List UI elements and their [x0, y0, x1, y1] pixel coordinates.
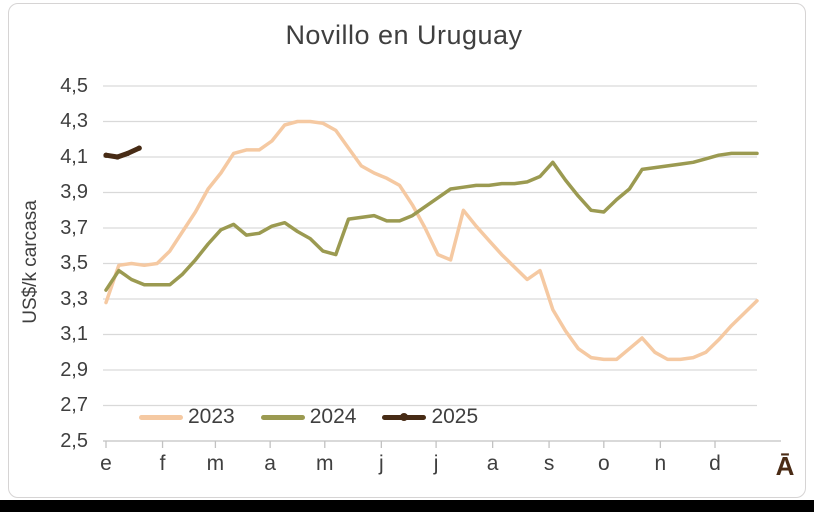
x-axis-tick-label: e — [100, 452, 112, 475]
y-axis-tick-label: 2,5 — [60, 429, 88, 452]
series-marker-2025 — [125, 150, 131, 157]
series-line-2024 — [104, 151, 759, 292]
legend-swatch-2024 — [260, 414, 305, 420]
y-axis-tick-label: 3,7 — [60, 216, 88, 239]
y-axis-tick-label: 3,5 — [60, 252, 88, 274]
axis-end-label: Ā — [775, 451, 795, 481]
bottom-black-bar — [0, 500, 814, 512]
legend-item-2023: 2023 — [139, 405, 235, 429]
legend-label-2025: 2025 — [431, 405, 479, 428]
x-axis-tick-label: j — [433, 452, 439, 475]
y-axis-tick-label: 3,9 — [60, 181, 88, 203]
series-line-2023 — [104, 119, 759, 362]
x-axis-tick-label: a — [264, 452, 276, 475]
y-axis-tick-label: 4,5 — [60, 74, 88, 97]
series-marker-2025 — [103, 152, 109, 158]
legend-swatch-2025 — [382, 413, 427, 421]
x-axis-tick-label: s — [543, 452, 555, 475]
x-axis-tick-label: f — [159, 452, 166, 475]
chart-legend: 2023 2024 2025 — [139, 405, 478, 429]
legend-label-2023: 2023 — [188, 405, 235, 428]
y-axis-tick-label: 2,7 — [60, 394, 88, 416]
x-axis-tick-label: m — [206, 452, 225, 475]
series-marker-2025 — [136, 145, 142, 151]
legend-swatch-2023 — [139, 414, 183, 420]
y-axis-tick-label: 3,3 — [60, 287, 88, 310]
legend-label-2024: 2024 — [309, 405, 357, 428]
x-axis-tick-label: j — [378, 452, 384, 475]
y-axis-tick-label: 2,9 — [60, 358, 88, 381]
x-axis-tick-label: m — [316, 452, 334, 475]
legend-marker-dot-2025 — [400, 413, 409, 421]
y-axis-tick-label: 3,1 — [60, 323, 88, 345]
x-axis-tick-label: a — [486, 452, 499, 475]
x-axis-tick-label: n — [654, 452, 667, 475]
series-marker-2025 — [114, 154, 121, 160]
series-line-2025 — [103, 145, 142, 160]
x-axis-tick-label: o — [597, 452, 610, 475]
x-axis-tick-label: d — [709, 452, 721, 475]
legend-item-2024: 2024 — [260, 405, 357, 429]
y-axis-tick-label: 4,1 — [60, 145, 88, 168]
y-axis-tick-label: 4,3 — [60, 110, 88, 132]
chart-title: Novillo en Uruguay — [285, 20, 523, 50]
legend-item-2025: 2025 — [382, 405, 478, 429]
